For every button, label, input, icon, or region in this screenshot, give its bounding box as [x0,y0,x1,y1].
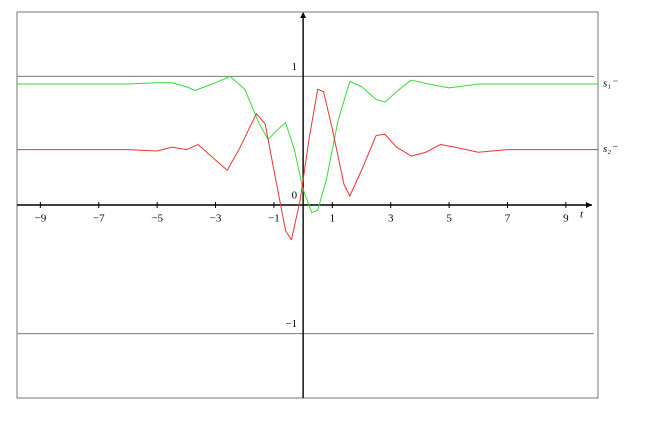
y-tick-label: −1 [285,318,297,330]
x-tick-label: −1 [268,213,280,225]
x-tick-label: 5 [446,213,452,225]
y-tick-label: 1 [292,61,298,73]
x-tick-label: −9 [34,213,46,225]
x-tick-label: 7 [505,213,511,225]
x-tick-label: −7 [93,213,105,225]
series-line [17,88,598,241]
series-line [17,75,598,214]
series-label: s₂⁻ [603,143,618,155]
x-tick-label: −5 [151,213,163,225]
series-label: s₁⁻ [603,78,618,90]
x-tick-label: −3 [210,213,222,225]
y-axis-arrow [300,12,307,18]
x-tick-label: 3 [388,213,394,225]
x-tick-label: 9 [563,213,569,225]
x-axis-arrow [586,202,592,208]
x-axis-label: t [580,209,584,221]
y-tick-label: 0 [292,190,298,202]
x-tick-label: 1 [330,213,336,225]
